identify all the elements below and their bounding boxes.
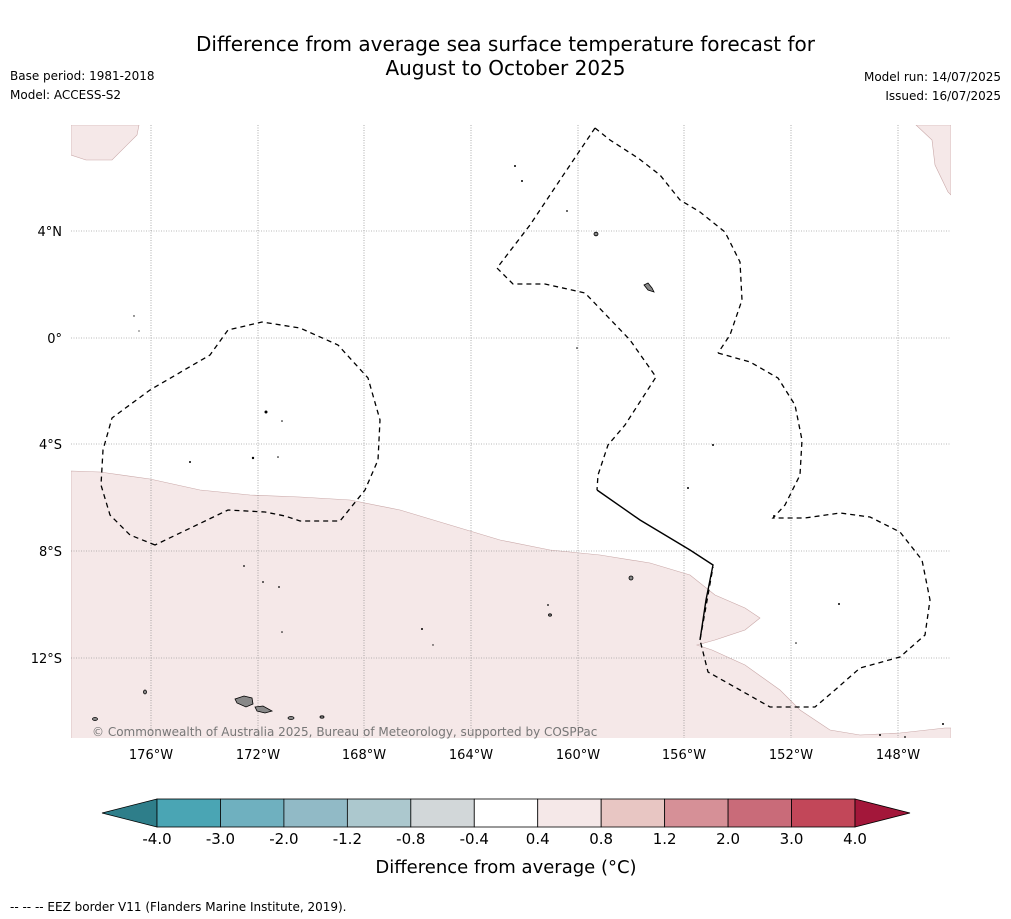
eez-border-cook-islands <box>699 352 931 708</box>
model-run: Model run: 14/07/2025 <box>863 70 1001 84</box>
island-rose <box>319 715 325 719</box>
colorbar-tick-label: -3.0 <box>206 830 235 848</box>
colorbar-cell <box>537 798 602 828</box>
colorbar-cell <box>346 798 412 828</box>
lon-label: 164°W <box>449 748 493 763</box>
colorbar-cell <box>600 798 666 828</box>
eez-border-kiribati-phoenix <box>496 127 657 491</box>
lat-label: 4°N <box>38 225 63 240</box>
island-wallis <box>92 717 98 721</box>
colorbar-tick-label: 0.4 <box>526 830 550 848</box>
chart-title-line-2: August to October 2025 <box>385 56 626 80</box>
lon-label: 172°W <box>236 748 280 763</box>
islands <box>92 231 655 721</box>
eez-border-solid <box>596 489 714 641</box>
issued-date: Issued: 16/07/2025 <box>885 89 1001 103</box>
island-pukapuka <box>628 575 634 581</box>
colorbar-cell <box>410 798 475 828</box>
lat-label: 8°S <box>39 545 62 560</box>
island-niuafoou <box>143 689 147 695</box>
lat-label: 0° <box>47 332 62 347</box>
lon-label: 168°W <box>342 748 386 763</box>
lon-label: 176°W <box>129 748 173 763</box>
eez-border-tokelau <box>100 321 381 546</box>
colorbar-cell <box>791 798 856 828</box>
colorbar-tick-label: -0.8 <box>396 830 425 848</box>
colorbar-extend-high <box>854 798 911 828</box>
graticule <box>71 125 951 738</box>
colorbar-cell <box>664 798 729 828</box>
latitude-labels: 4°N 0° 4°S 8°S 12°S <box>31 225 62 667</box>
colorbar-tick-label: -4.0 <box>142 830 171 848</box>
anomaly-region-northeast <box>915 125 951 196</box>
longitude-labels: 176°W 172°W 168°W 164°W 160°W 156°W 152°… <box>129 748 920 763</box>
island-tutuila <box>287 716 295 720</box>
map-area <box>71 125 951 738</box>
colorbar-extend-low <box>101 798 158 828</box>
lat-label: 4°S <box>39 438 62 453</box>
lon-label: 160°W <box>556 748 600 763</box>
colorbar-tick-label: -2.0 <box>269 830 298 848</box>
colorbar-tick-label: 4.0 <box>843 830 867 848</box>
island-manihiki <box>548 613 552 617</box>
island-samoa-upolu <box>254 705 274 714</box>
colorbar-cell <box>283 798 348 828</box>
small-atolls <box>133 165 944 738</box>
map-copyright: © Commonwealth of Australia 2025, Bureau… <box>92 725 597 739</box>
eez-legend-note: -- -- -- EEZ border V11 (Flanders Marine… <box>10 900 347 914</box>
eez-border-kiribati-line <box>594 127 743 354</box>
model-name: Model: ACCESS-S2 <box>10 88 122 102</box>
colorbar-cell <box>473 798 539 828</box>
eez-borders <box>100 127 931 708</box>
colorbar-title: Difference from average (°C) <box>375 857 636 878</box>
colorbar-cell <box>727 798 792 828</box>
colorbar-tick-label: 3.0 <box>780 830 804 848</box>
colorbar-tick-label: 1.2 <box>653 830 677 848</box>
island-tabuaeran <box>593 231 599 237</box>
colorbar-tick-label: 2.0 <box>716 830 740 848</box>
island-kiritimati <box>643 282 655 293</box>
anomaly-region-south <box>71 470 951 738</box>
lon-label: 148°W <box>876 748 920 763</box>
lon-label: 156°W <box>662 748 706 763</box>
anomaly-region-northwest <box>71 125 140 161</box>
lat-label: 12°S <box>31 652 62 667</box>
island-samoa-savaii <box>234 695 254 708</box>
colorbar-cell <box>156 798 221 828</box>
colorbar-tick-label: -1.2 <box>333 830 362 848</box>
colorbar-tick-label: -0.4 <box>460 830 489 848</box>
base-period: Base period: 1981-2018 <box>10 69 155 83</box>
colorbar-tick-label: 0.8 <box>589 830 613 848</box>
colorbar-cell <box>220 798 285 828</box>
colorbar: -4.0 -3.0 -2.0 -1.2 -0.8 -0.4 0.4 0.8 1.2 2.0 3.0 4… <box>101 798 911 878</box>
lon-label: 152°W <box>769 748 813 763</box>
chart-title-line-1: Difference from average sea surface temp… <box>195 32 815 56</box>
